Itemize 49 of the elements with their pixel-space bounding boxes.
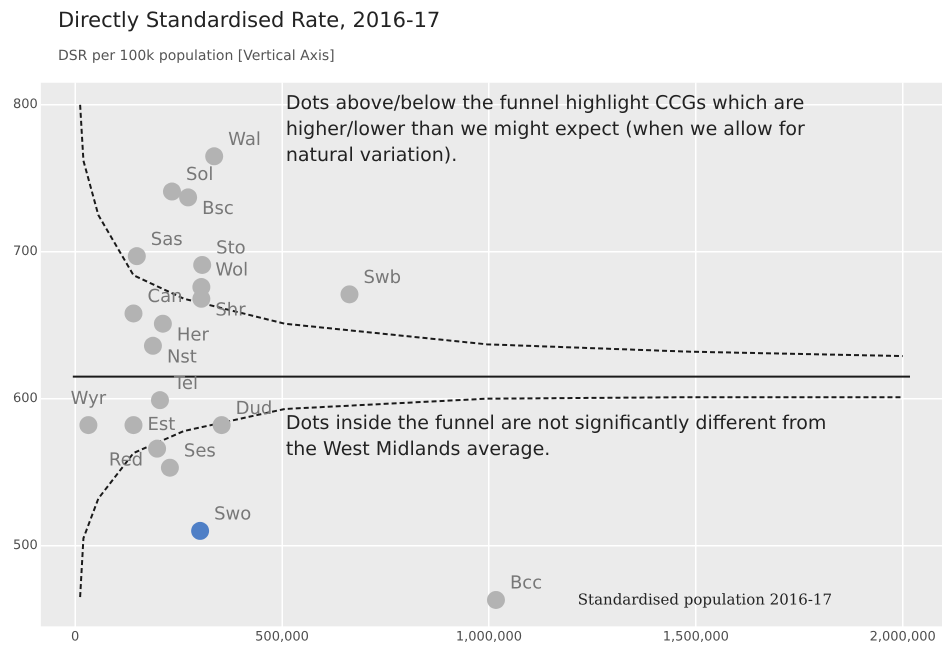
- point: [191, 522, 210, 540]
- point: [124, 304, 142, 322]
- point: [148, 440, 166, 458]
- point: [124, 416, 142, 434]
- point: [150, 391, 169, 410]
- data-label: Wyr: [70, 388, 107, 409]
- data-label: Can: [147, 286, 183, 308]
- data-label: Ses: [184, 440, 216, 462]
- data-label: Sto: [216, 238, 246, 259]
- point: [179, 188, 198, 206]
- data-label: Dud: [236, 398, 272, 419]
- data-label: Bcc: [510, 572, 542, 594]
- point: [79, 416, 98, 434]
- x-tick-label: 1,000,000: [456, 630, 522, 645]
- y-tick-label: 700: [12, 244, 38, 260]
- point: [160, 458, 179, 477]
- x-tick-label: 2,000,000: [870, 630, 936, 645]
- point: [205, 147, 224, 166]
- x-tick-label: 1,500,000: [662, 630, 729, 645]
- point: [128, 247, 146, 266]
- data-label: Sol: [186, 164, 214, 186]
- data-label: Her: [176, 324, 210, 346]
- annotation: Dots above/below the funnel highlight CCGs which are higher/lower than we might expect (when we allow for natural variation).: [286, 92, 806, 166]
- point: [162, 182, 181, 201]
- data-label: Est: [147, 414, 176, 435]
- data-label: Nst: [166, 346, 197, 368]
- data-label: Swb: [363, 267, 402, 288]
- chart-subtitle: DSR per 100k population [Vertical Axis]: [58, 48, 335, 64]
- y-tick-label: 800: [12, 97, 38, 112]
- x-axis-title: Standardised population 2016-17: [578, 590, 832, 608]
- data-label: Tel: [172, 372, 198, 394]
- x-tick-label: 500,000: [255, 630, 309, 645]
- point: [154, 314, 172, 333]
- data-label: Red: [108, 449, 144, 470]
- data-label: Bsc: [202, 198, 234, 220]
- data-label: Swo: [214, 504, 252, 525]
- point: [212, 416, 231, 434]
- data-label: Wal: [228, 128, 261, 150]
- point: [193, 256, 212, 274]
- point: [144, 336, 162, 355]
- point: [486, 590, 505, 609]
- y-tick-label: 500: [12, 538, 38, 553]
- x-tick-label: 0: [71, 630, 80, 645]
- annotation: Dots inside the funnel are not significantly different from the West Midlands average.: [286, 412, 826, 460]
- data-label: Wol: [215, 260, 248, 281]
- y-tick-label: 600: [12, 391, 38, 406]
- data-label: Sas: [150, 228, 183, 250]
- chart-title: Directly Standardised Rate, 2016-17: [58, 8, 440, 32]
- point: [340, 285, 358, 304]
